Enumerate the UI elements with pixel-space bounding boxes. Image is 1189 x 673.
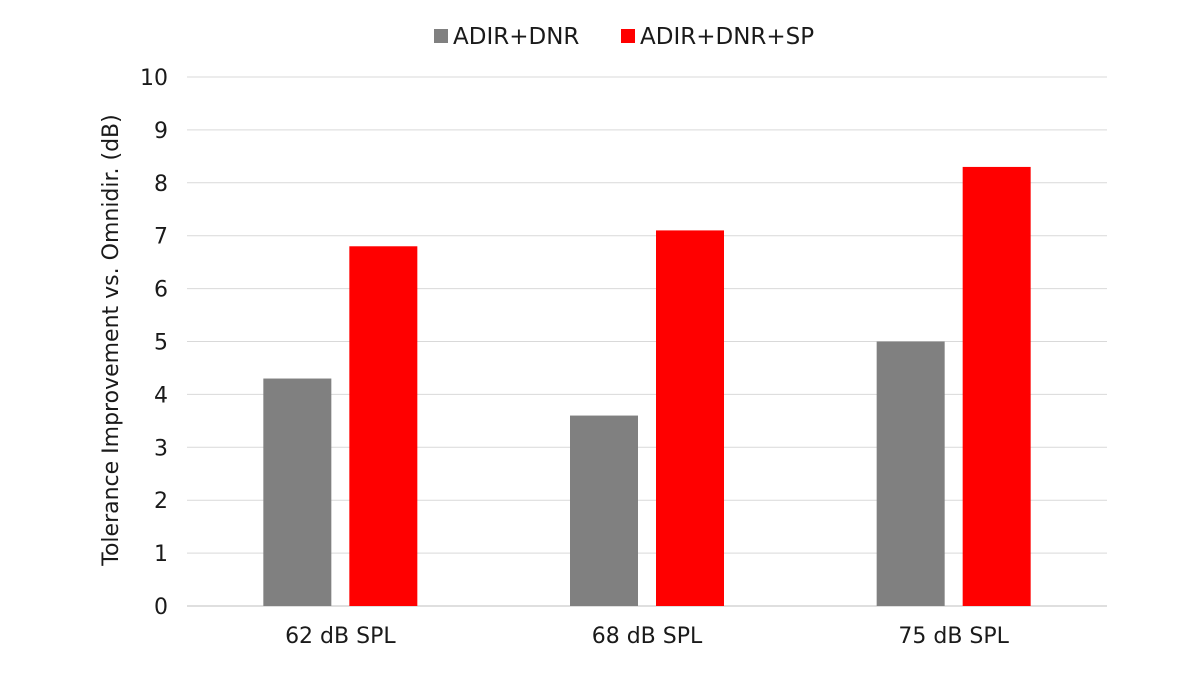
y-tick-label: 6 [154, 278, 168, 303]
legend-swatch-adir-dnr [434, 29, 448, 43]
y-axis-ticks: 0 1 2 3 4 5 6 7 8 9 10 [140, 66, 168, 620]
x-category-label: 62 dB SPL [285, 624, 396, 649]
x-category-label: 75 dB SPL [898, 624, 1009, 649]
y-tick-label: 8 [154, 172, 168, 197]
y-tick-label: 4 [154, 383, 168, 408]
y-tick-label: 9 [154, 119, 168, 144]
legend-label-adir-dnr: ADIR+DNR [453, 24, 579, 50]
bar-adir-dnr-sp-68-db-spl [656, 230, 724, 606]
y-axis-title: Tolerance Improvement vs. Omnidir. (dB) [99, 114, 124, 566]
bar-adir-dnr-sp-62-db-spl [349, 246, 418, 606]
bar-adir-dnr-sp-75-db-spl [962, 166, 1031, 606]
y-tick-label: 10 [140, 66, 168, 91]
y-tick-label: 7 [154, 225, 168, 250]
gridlines [187, 76, 1107, 607]
legend-swatch-adir-dnr-sp [621, 29, 635, 43]
y-tick-label: 3 [154, 436, 168, 461]
y-tick-label: 1 [154, 542, 168, 567]
x-category-label: 68 dB SPL [592, 624, 703, 649]
x-axis-labels: 62 dB SPL 68 dB SPL 75 dB SPL [285, 624, 1010, 649]
bar-adir-dnr-68-db-spl [570, 415, 638, 606]
legend-label-adir-dnr-sp: ADIR+DNR+SP [640, 24, 814, 50]
y-tick-label: 5 [154, 331, 168, 356]
y-tick-label: 0 [154, 595, 168, 620]
bar-adir-dnr-75-db-spl [876, 341, 945, 606]
y-tick-label: 2 [154, 489, 168, 514]
legend: ADIR+DNR ADIR+DNR+SP [434, 24, 814, 50]
bars [263, 166, 1031, 606]
bar-adir-dnr-62-db-spl [263, 378, 332, 606]
